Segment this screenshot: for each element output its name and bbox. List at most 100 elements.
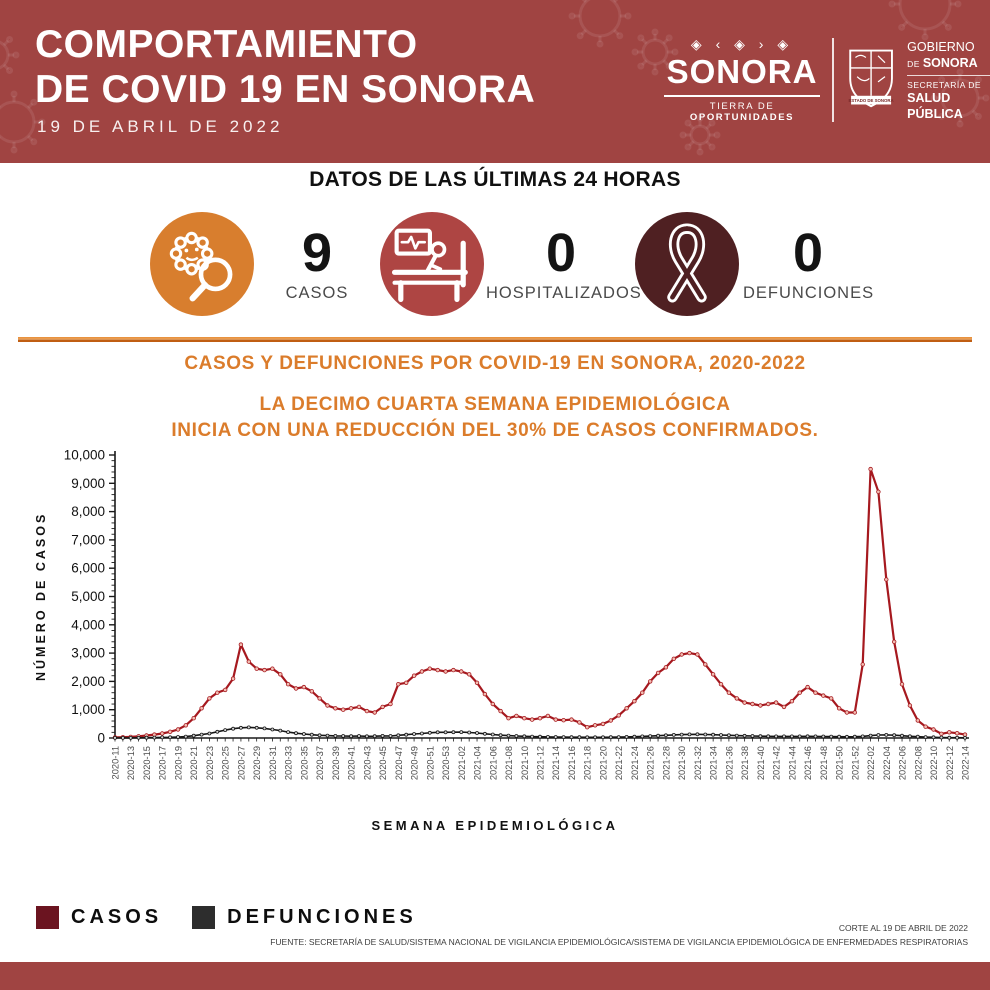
svg-text:8,000: 8,000 (71, 504, 105, 519)
secretaria-line: SECRETARÍA DE (907, 80, 982, 91)
svg-text:2021-42: 2021-42 (772, 746, 782, 780)
government-logo: ESTADO DE SONORA GOBIERNO DE SONORA SECR… (845, 40, 990, 122)
svg-text:2022-08: 2022-08 (913, 746, 923, 780)
svg-text:2021-12: 2021-12 (536, 746, 546, 780)
virus-search-icon (169, 231, 233, 302)
svg-text:2021-44: 2021-44 (787, 746, 797, 780)
cases-value: 9 (301, 222, 333, 283)
svg-text:6,000: 6,000 (71, 561, 105, 576)
svg-text:2020-25: 2020-25 (221, 746, 231, 780)
svg-text:1,000: 1,000 (71, 702, 105, 717)
svg-text:2020-49: 2020-49 (410, 746, 420, 780)
svg-text:2021-22: 2021-22 (614, 746, 624, 780)
svg-text:2020-45: 2020-45 (378, 746, 388, 780)
svg-text:7,000: 7,000 (71, 532, 105, 547)
hospital-bed-icon (391, 228, 468, 302)
svg-text:2022-06: 2022-06 (898, 746, 908, 780)
svg-text:2021-28: 2021-28 (661, 746, 671, 780)
svg-text:2020-43: 2020-43 (362, 746, 372, 780)
svg-text:2021-02: 2021-02 (457, 746, 467, 780)
svg-text:2020-35: 2020-35 (299, 746, 309, 780)
svg-text:2021-30: 2021-30 (677, 746, 687, 780)
svg-text:2020-11: 2020-11 (111, 746, 121, 779)
svg-text:2021-26: 2021-26 (646, 746, 656, 780)
deaths-label: DEFUNCIONES (743, 283, 875, 302)
svg-text:2022-12: 2022-12 (945, 746, 955, 780)
source-note: CORTE AL 19 DE ABRIL DE 2022 FUENTE: SEC… (270, 922, 968, 949)
shield-caption: ESTADO DE SONORA (849, 98, 895, 103)
svg-text:2020-53: 2020-53 (441, 746, 451, 780)
svg-text:2021-20: 2021-20 (598, 746, 608, 780)
svg-text:2021-08: 2021-08 (504, 746, 514, 780)
svg-text:0: 0 (97, 731, 105, 746)
svg-text:2022-14: 2022-14 (961, 746, 971, 780)
orange-divider (18, 337, 972, 342)
svg-text:2021-18: 2021-18 (583, 746, 593, 780)
chart-legend: CASOS DEFUNCIONES (36, 906, 417, 929)
casos-legend-label: CASOS (71, 906, 163, 928)
cases-stat-text: 9 CASOS (262, 226, 372, 303)
svg-text:2020-29: 2020-29 (252, 746, 262, 780)
hospitalized-value: 0 (545, 222, 577, 283)
svg-text:2022-10: 2022-10 (929, 746, 939, 780)
svg-text:2021-32: 2021-32 (693, 746, 703, 780)
svg-text:2020-39: 2020-39 (331, 746, 341, 780)
svg-text:2020-33: 2020-33 (284, 746, 294, 780)
header-vertical-divider (832, 38, 834, 122)
cases-deaths-line-chart: 0 1,000 2,000 3,000 4,000 5,000 6,000 7,000 8,00… (64, 448, 971, 780)
page-title: COMPORTAMIENTO DE COVID 19 EN SONORA (35, 22, 535, 112)
svg-text:3,000: 3,000 (71, 646, 105, 661)
svg-text:2020-37: 2020-37 (315, 746, 325, 780)
hospitalized-stat-text: 0 HOSPITALIZADOS (486, 222, 642, 303)
svg-text:2021-46: 2021-46 (803, 746, 813, 780)
svg-text:2021-52: 2021-52 (850, 746, 860, 780)
deaths-stat-text: 0 DEFUNCIONES (743, 226, 873, 303)
svg-text:2020-19: 2020-19 (173, 746, 183, 780)
legend-item-casos: CASOS (36, 906, 162, 929)
svg-text:2022-02: 2022-02 (866, 746, 876, 780)
svg-text:2020-21: 2020-21 (189, 746, 199, 780)
cases-circle (150, 212, 254, 316)
deaths-value: 0 (792, 222, 824, 283)
svg-text:10,000: 10,000 (64, 448, 105, 463)
virus-watermark-decoration (0, 0, 990, 156)
svg-text:2021-10: 2021-10 (520, 746, 530, 780)
svg-text:2021-24: 2021-24 (630, 746, 640, 780)
footer-bar (0, 962, 990, 990)
stat-cases: 9 CASOS (150, 212, 372, 316)
svg-text:2021-14: 2021-14 (551, 746, 561, 780)
svg-text:2021-50: 2021-50 (835, 746, 845, 780)
gobierno-line: GOBIERNO (907, 40, 975, 54)
svg-text:5,000: 5,000 (71, 589, 105, 604)
hospitalized-label: HOSPITALIZADOS (486, 283, 642, 302)
casos-swatch (36, 906, 59, 929)
defunciones-swatch (192, 906, 216, 929)
chart-title: CASOS Y DEFUNCIONES POR COVID-19 EN SONO… (184, 353, 806, 374)
x-axis-title: SEMANA EPIDEMIOLÓGICA (371, 818, 619, 833)
svg-text:4,000: 4,000 (71, 617, 105, 632)
sonora-tagline: TIERRA DE OPORTUNIDADES (664, 94, 820, 123)
svg-text:2021-06: 2021-06 (488, 746, 498, 780)
state-shield-icon: ESTADO DE SONORA (849, 49, 895, 108)
defunciones-legend-label: DEFUNCIONES (227, 906, 417, 928)
svg-text:2,000: 2,000 (71, 674, 105, 689)
stat-hospitalized: 0 HOSPITALIZADOS (380, 212, 642, 316)
report-date: 19 DE ABRIL DE 2022 (37, 117, 284, 136)
header-banner: COMPORTAMIENTO DE COVID 19 EN SONORA 19 … (0, 0, 990, 163)
chart-subtitle: LA DECIMO CUARTA SEMANA EPIDEMIOLÓGICA I… (0, 392, 990, 444)
stat-deaths: 0 DEFUNCIONES (635, 212, 873, 316)
svg-text:2021-16: 2021-16 (567, 746, 577, 780)
cases-label: CASOS (285, 283, 349, 302)
sonora-wordmark: SONORA (666, 53, 818, 90)
data-source: FUENTE: SECRETARÍA DE SALUD/SISTEMA NACI… (270, 936, 968, 947)
chart-subtitle-line1: LA DECIMO CUARTA SEMANA EPIDEMIOLÓGICA (259, 394, 731, 415)
cutoff-date: CORTE AL 19 DE ABRIL DE 2022 (838, 923, 968, 933)
svg-text:2021-36: 2021-36 (724, 746, 734, 780)
deaths-circle (635, 212, 739, 316)
svg-text:9,000: 9,000 (71, 476, 105, 491)
svg-text:2020-27: 2020-27 (236, 746, 246, 780)
svg-text:2020-41: 2020-41 (347, 746, 357, 780)
series-defunciones (113, 725, 967, 740)
svg-text:2021-34: 2021-34 (709, 746, 719, 780)
svg-text:2020-47: 2020-47 (394, 746, 404, 780)
